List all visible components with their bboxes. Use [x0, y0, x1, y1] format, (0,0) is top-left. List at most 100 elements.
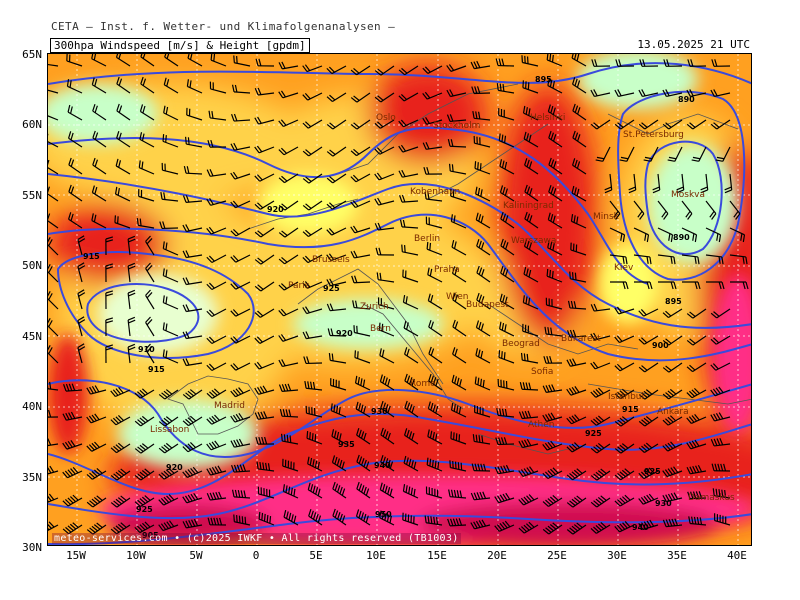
- wind-barb: [452, 347, 467, 364]
- wind-barb: [158, 467, 179, 480]
- wind-barb: [700, 173, 709, 194]
- wind-barb: [705, 281, 725, 290]
- wind-barb: [402, 484, 419, 499]
- wind-barb: [729, 200, 741, 220]
- wind-barb: [590, 387, 611, 398]
- wind-barb: [306, 431, 323, 445]
- wind-barb: [374, 222, 395, 231]
- wind-barb: [403, 320, 419, 337]
- city-stockholm: Stockholm: [433, 121, 480, 131]
- wind-barb: [447, 518, 467, 527]
- wind-barb: [422, 65, 443, 74]
- city-kiev: Kiev: [614, 263, 634, 273]
- wind-barb: [638, 467, 659, 480]
- wind-barb: [350, 250, 371, 259]
- wind-barb: [254, 87, 275, 96]
- wind-barb: [91, 185, 107, 202]
- wind-barb: [374, 119, 395, 129]
- city-st-petersburg: St.Petersburg: [623, 130, 684, 140]
- wind-barb: [281, 433, 299, 445]
- wind-barb: [186, 79, 203, 94]
- wind-barb: [398, 144, 419, 153]
- wind-barb: [687, 491, 707, 500]
- wind-barb: [206, 335, 227, 345]
- wind-barb: [401, 244, 419, 256]
- wind-barb: [475, 212, 491, 229]
- wind-barb: [86, 495, 107, 508]
- wind-barb: [206, 388, 227, 399]
- lon-label: 35E: [667, 549, 687, 562]
- wind-barb: [230, 362, 251, 371]
- wind-barb: [657, 200, 669, 220]
- city-athen: Athen: [528, 420, 554, 430]
- wind-barb: [110, 468, 131, 481]
- wind-barb: [472, 434, 491, 445]
- wind-barb: [182, 304, 203, 313]
- wind-barb: [210, 54, 227, 67]
- wind-barb: [614, 468, 635, 481]
- city-berlin: Berlin: [414, 234, 440, 244]
- wind-barb: [134, 495, 155, 508]
- city-brussels: Brussels: [312, 255, 350, 265]
- wind-barb: [494, 492, 515, 504]
- wind-barb: [595, 146, 611, 162]
- wind-barb: [66, 79, 83, 94]
- wind-barb: [470, 60, 491, 70]
- wind-barb: [542, 440, 563, 451]
- wind-barb: [356, 428, 371, 445]
- wind-barb: [614, 443, 635, 454]
- wind-barb: [162, 268, 179, 283]
- lat-label: 55N: [22, 189, 42, 202]
- wind-barb: [548, 157, 563, 175]
- wind-barb: [686, 89, 707, 98]
- wind-barb: [518, 494, 539, 506]
- product-title: 300hpa Windspeed [m/s] & Height [gpdm]: [50, 38, 310, 53]
- city-beograd: Beograd: [502, 339, 540, 349]
- wind-barb: [116, 76, 131, 94]
- wind-barb: [278, 119, 299, 128]
- wind-barb: [140, 76, 155, 94]
- weather-map: 895 890 910 915 920 925 930 935 940 950 …: [47, 53, 752, 546]
- wind-barb: [350, 92, 371, 103]
- wind-barb: [158, 442, 179, 454]
- svg-text:930: 930: [371, 407, 388, 416]
- wind-barb: [48, 291, 59, 310]
- wind-barb: [572, 103, 587, 121]
- wind-barb: [614, 306, 635, 315]
- wind-barb: [448, 163, 467, 175]
- wind-barb: [638, 389, 659, 400]
- wind-barb: [378, 322, 395, 337]
- wind-barb: [662, 388, 683, 400]
- wind-barb: [159, 221, 179, 230]
- wind-barb: [127, 316, 136, 337]
- wind-barb: [254, 200, 275, 210]
- wind-barb: [662, 518, 683, 528]
- wind-barb: [206, 362, 227, 372]
- wind-barb: [590, 442, 611, 454]
- wind-barb: [278, 334, 299, 342]
- wind-barb: [476, 265, 491, 283]
- wind-barb: [255, 58, 275, 67]
- wind-barb: [230, 308, 251, 317]
- windspeed-field: 895 890 910 915 920 925 930 935 940 950 …: [48, 54, 751, 545]
- wind-barb: [134, 388, 155, 399]
- wind-barb: [254, 385, 275, 395]
- wind-barb: [302, 92, 323, 101]
- wind-barb: [404, 373, 419, 391]
- wind-barb: [712, 488, 731, 499]
- wind-barb: [428, 346, 443, 364]
- wind-barb: [686, 119, 707, 130]
- city-warszawa: Warszawa: [511, 236, 556, 246]
- wind-barb: [48, 318, 59, 337]
- wind-barb: [326, 65, 347, 75]
- wind-barb: [327, 328, 347, 337]
- wind-barb: [566, 414, 587, 425]
- wind-barb: [352, 300, 371, 310]
- wind-barb: [162, 241, 179, 256]
- wind-barb: [258, 511, 275, 526]
- svg-text:915: 915: [148, 365, 165, 374]
- wind-barb: [522, 295, 539, 310]
- wind-barb: [546, 54, 563, 67]
- wind-barb: [230, 200, 251, 209]
- height-contours: [48, 62, 751, 545]
